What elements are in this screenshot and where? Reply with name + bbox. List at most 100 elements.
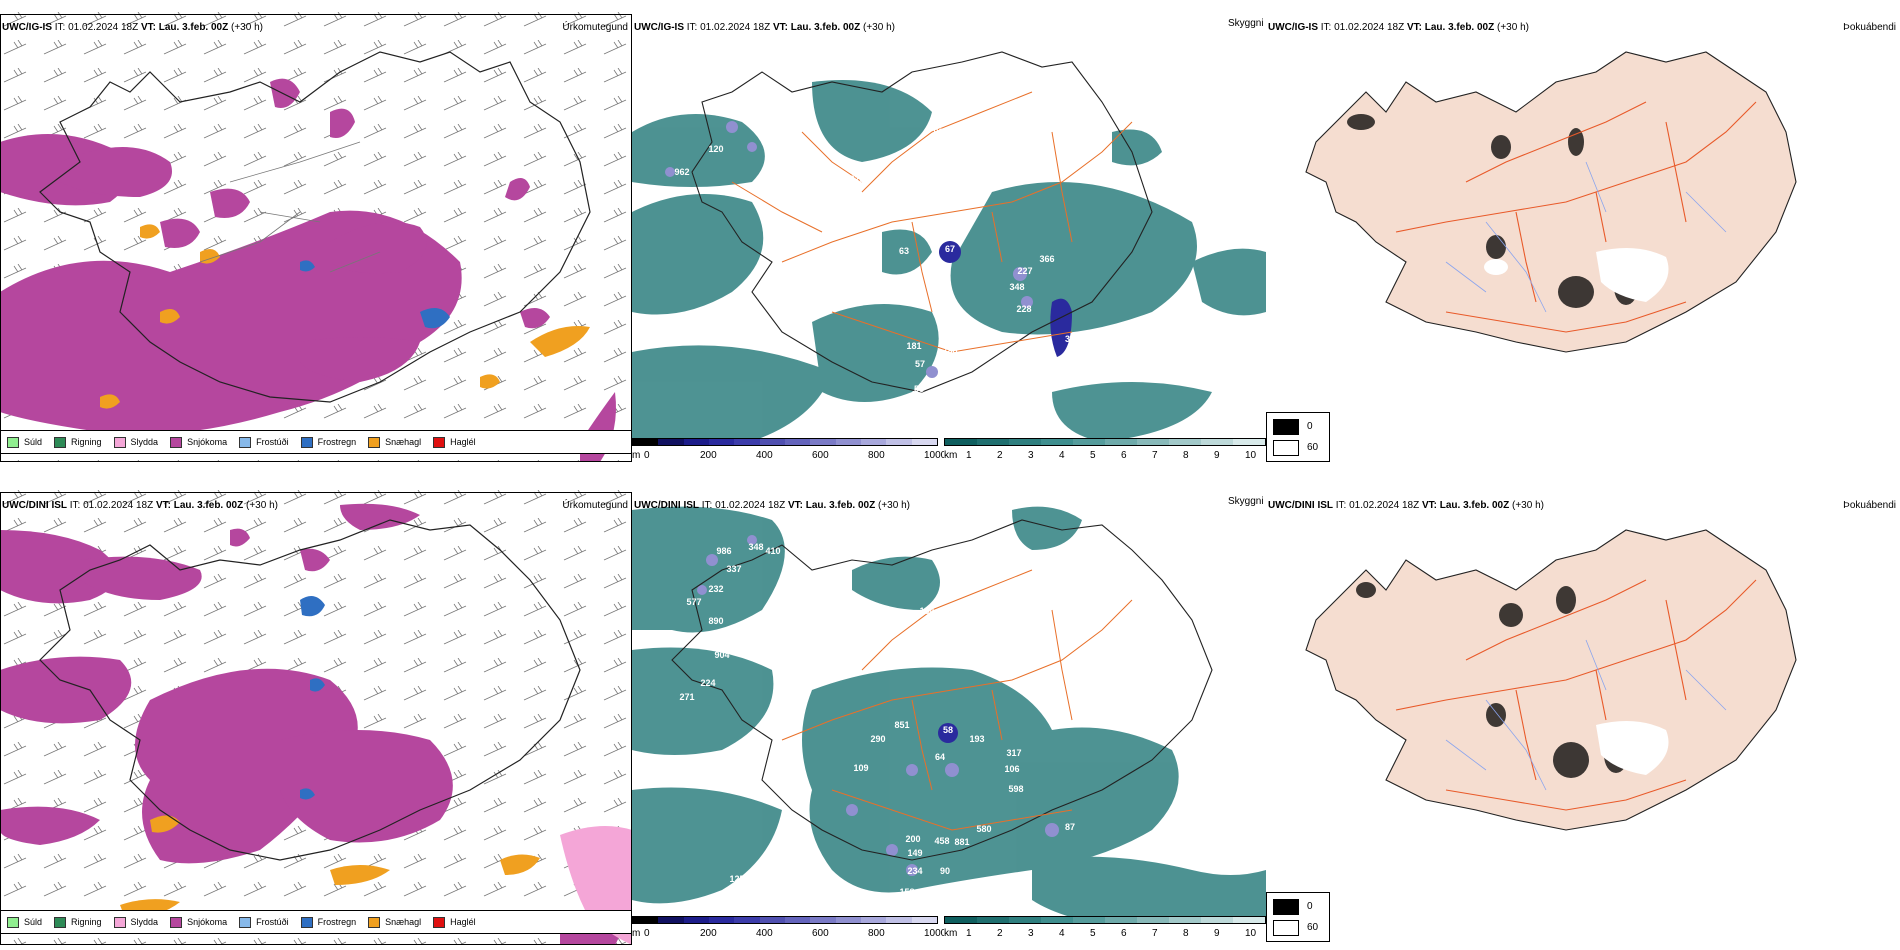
colorbar-tick-label: 200 bbox=[700, 928, 717, 939]
visibility-value-label: 109 bbox=[853, 763, 868, 773]
colorbar-tick-label: 9 bbox=[1214, 928, 1220, 939]
colorbar-tick-label: 5 bbox=[1090, 928, 1096, 939]
visibility-value-label: 64 bbox=[935, 752, 945, 762]
colorbar-tick-label: 0 bbox=[644, 928, 650, 939]
fog-index-legend: 0 60 bbox=[1266, 892, 1330, 942]
panel-title: Úrkomutegund bbox=[562, 22, 628, 33]
visibility-value-label: 12 bbox=[930, 266, 940, 276]
colorbar-tick-label: 400 bbox=[756, 450, 773, 461]
legend-label: Slydda bbox=[130, 437, 159, 447]
fog-swatch-0 bbox=[1273, 419, 1299, 435]
panel-title: Þokuábendi bbox=[1843, 500, 1896, 511]
legend-item: Snjókoma bbox=[170, 916, 228, 928]
legend-swatch bbox=[239, 436, 252, 448]
visibility-map-row2: 986 348 410 337 232 577 890 904 224 271 104 58 851 29… bbox=[632, 490, 1266, 945]
visibility-value-label: 900 bbox=[933, 127, 948, 137]
legend-swatch bbox=[113, 436, 126, 448]
visibility-value-label: 63 bbox=[899, 246, 909, 256]
legend-label: Haglél bbox=[450, 917, 476, 927]
model-name: UWC/IG-IS bbox=[1268, 22, 1318, 33]
panel-title: Úrkomutegund bbox=[562, 500, 628, 511]
visibility-value-label: 271 bbox=[679, 692, 694, 702]
legend-swatch bbox=[113, 916, 126, 928]
precip-map-canvas bbox=[0, 12, 632, 462]
panel-title: Skyggni bbox=[1228, 18, 1264, 29]
legend-swatch bbox=[433, 436, 446, 448]
fog-swatch-60 bbox=[1273, 440, 1299, 456]
visibility-value-label: 986 bbox=[716, 546, 731, 556]
fog-swatch-60 bbox=[1273, 920, 1299, 936]
precip-type-map-row2: UWC/DINI ISL IT: 01.02.2024 18Z VT: Lau.… bbox=[0, 490, 632, 945]
colorbar-tick-label: 600 bbox=[812, 450, 829, 461]
cloud-base-colorbar: m 0 200 400 600 800 1000 bbox=[632, 438, 946, 462]
precip-type-legend: Súld Rigning Slydda Snjókoma Frostúði Frostre… bbox=[0, 430, 632, 454]
fog-label-60: 60 bbox=[1307, 442, 1319, 453]
colorbar-tick-label: 4 bbox=[1059, 928, 1065, 939]
visibility-value-label: 228 bbox=[1016, 304, 1031, 314]
fog-map-canvas bbox=[1305, 529, 1797, 831]
visibility-value-label: 598 bbox=[1008, 784, 1023, 794]
legend-item: Frostregn bbox=[300, 916, 357, 928]
map-header: UWC/IG-IS IT: 01.02.2024 18Z VT: Lau. 3.… bbox=[634, 22, 895, 33]
visibility-value-label: 158 bbox=[899, 887, 914, 897]
colorbar-unit: m bbox=[632, 450, 641, 461]
legend-swatch bbox=[7, 916, 19, 928]
legend-label: Snjókoma bbox=[187, 917, 228, 927]
legend-label: Frostregn bbox=[317, 917, 357, 927]
visibility-value-label: 337 bbox=[726, 564, 741, 574]
legend-swatch bbox=[54, 916, 67, 928]
legend-item: Súld bbox=[7, 916, 42, 928]
legend-swatch bbox=[170, 436, 183, 448]
fog-label-0: 0 bbox=[1307, 901, 1313, 912]
visibility-value-label: 20 bbox=[934, 144, 944, 154]
visibility-value-label: 325 bbox=[849, 174, 864, 184]
visibility-value-label: 57 bbox=[915, 359, 925, 369]
colorbar-tick-label: 0 bbox=[644, 450, 650, 461]
legend-swatch bbox=[7, 436, 19, 448]
visibility-value-label: 227 bbox=[1017, 266, 1032, 276]
fog-swatch-0 bbox=[1273, 899, 1299, 915]
visibility-value-label: 890 bbox=[708, 616, 723, 626]
legend-swatch bbox=[170, 916, 183, 928]
colorbar-tick-label: 10 bbox=[1245, 450, 1257, 461]
colorbar-tick-label: 1000 bbox=[924, 928, 947, 939]
legend-item: Rigning bbox=[54, 436, 102, 448]
map-header: UWC/IG-IS IT: 01.02.2024 18Z VT: Lau. 3.… bbox=[2, 22, 263, 33]
colorbar-tick-label: 7 bbox=[1152, 928, 1158, 939]
colorbar-strip bbox=[944, 438, 1266, 446]
legend-item: Snæhagl bbox=[368, 436, 421, 448]
legend-label: Snæhagl bbox=[385, 917, 422, 927]
visibility-value-label: 191 bbox=[934, 386, 949, 396]
legend-swatch bbox=[300, 916, 313, 928]
legend-item: Frostregn bbox=[300, 436, 356, 448]
precip-map-canvas bbox=[0, 490, 632, 945]
legend-item: Haglél bbox=[433, 916, 476, 928]
legend-label: Súld bbox=[24, 437, 43, 447]
colorbar-tick-label: 2 bbox=[997, 928, 1003, 939]
legend-item: Slydda bbox=[113, 916, 158, 928]
visibility-value-label: 106 bbox=[1004, 764, 1019, 774]
visibility-colorbar: km 1 2 3 4 5 6 7 8 9 10 bbox=[944, 916, 1266, 940]
colorbar-strip bbox=[632, 916, 938, 924]
legend-item: Súld bbox=[7, 436, 43, 448]
map-header: UWC/DINI ISL IT: 01.02.2024 18Z VT: Lau.… bbox=[634, 500, 910, 511]
visibility-value-label: 234 bbox=[907, 866, 922, 876]
visibility-value-label: 193 bbox=[969, 734, 984, 744]
colorbar-tick-label: 10 bbox=[1245, 928, 1257, 939]
visibility-value-label: 881 bbox=[954, 837, 969, 847]
visibility-value-label: 851 bbox=[894, 720, 909, 730]
legend-swatch bbox=[300, 436, 313, 448]
visibility-map-canvas: 325 67 366 227 12 348 228 181 780 57 53 191 37 63 20 90… bbox=[632, 51, 1266, 452]
colorbar-strip bbox=[632, 438, 938, 446]
panel-title: Skyggni bbox=[1228, 496, 1264, 507]
colorbar-tick-label: 800 bbox=[868, 450, 885, 461]
visibility-value-label: 149 bbox=[907, 848, 922, 858]
visibility-value-label: 904 bbox=[714, 650, 729, 660]
legend-item: Snæhagl bbox=[368, 916, 422, 928]
colorbar-tick-label: 5 bbox=[1090, 450, 1096, 461]
model-name: UWC/DINI ISL bbox=[1268, 500, 1333, 511]
legend-label: Frostúði bbox=[256, 917, 289, 927]
visibility-value-label: 232 bbox=[708, 584, 723, 594]
legend-label: Rigning bbox=[71, 917, 102, 927]
visibility-value-label: 893 bbox=[786, 826, 801, 836]
